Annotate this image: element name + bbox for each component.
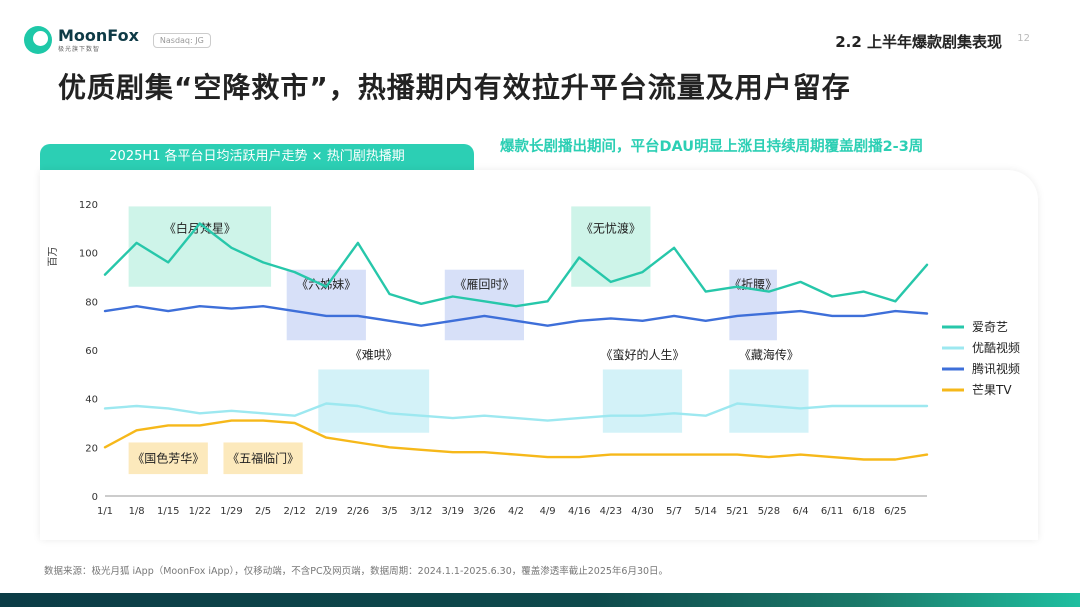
x-tick-label-9: 3/5 <box>381 506 397 517</box>
chart-note: 爆款长剧播出期间，平台DAU明显上涨且持续周期覆盖剧播2-3周 <box>500 139 924 155</box>
x-tick-label-16: 4/23 <box>600 506 622 517</box>
series-line-2 <box>103 304 929 327</box>
y-tick-label-0: 0 <box>92 492 98 503</box>
y-axis-label: 百万 <box>47 247 59 267</box>
x-tick-label-6: 2/12 <box>283 506 305 517</box>
x-tick-label-22: 6/4 <box>792 506 808 517</box>
page-number: 12 <box>1017 33 1030 44</box>
legend-label-2: 腾讯视频 <box>972 361 1020 376</box>
section-title: 2.2 上半年爆款剧集表现 <box>835 33 1002 51</box>
legend-label-0: 爱奇艺 <box>972 320 1008 334</box>
x-tick-label-4: 1/29 <box>220 506 242 517</box>
x-tick-label-25: 6/25 <box>884 506 906 517</box>
drama-label-9: 《五福临门》 <box>227 450 299 465</box>
x-tick-label-12: 3/26 <box>473 506 495 517</box>
x-tick-label-18: 5/7 <box>666 506 682 517</box>
x-tick-label-14: 4/9 <box>540 506 556 517</box>
drama-period-box-7 <box>729 369 809 433</box>
x-tick-label-2: 1/15 <box>157 506 179 517</box>
data-source-note: 数据来源：极光月狐 iApp（MoonFox iApp），仅移动端，不含PC及网… <box>44 566 669 577</box>
x-tick-label-20: 5/21 <box>726 506 748 517</box>
x-tick-label-11: 3/19 <box>442 506 464 517</box>
chart-title-tab: 2025H1 各平台日均活跃用户走势 × 热门剧热播期 <box>40 144 474 170</box>
series-line-3 <box>103 419 929 461</box>
drama-label-5: 《难哄》 <box>350 348 398 362</box>
series-line-1 <box>103 402 929 422</box>
drama-label-2: 《雁回时》 <box>454 277 514 291</box>
y-tick-label-6: 120 <box>79 200 98 211</box>
drama-label-6: 《蛮好的人生》 <box>600 347 684 362</box>
drama-label-0: 《白月梵星》 <box>164 220 236 235</box>
drama-period-box-9 <box>223 442 303 475</box>
y-tick-label-5: 100 <box>79 249 98 260</box>
drama-label-3: 《无忧渡》 <box>581 220 641 235</box>
moonfox-logo-icon <box>24 26 52 54</box>
x-tick-label-17: 4/30 <box>631 506 653 517</box>
drama-period-box-6 <box>602 369 683 433</box>
drama-period-box-0 <box>128 206 272 287</box>
x-tick-label-21: 5/28 <box>758 506 780 517</box>
y-tick-label-4: 80 <box>85 297 98 308</box>
y-tick-label-2: 40 <box>85 395 98 406</box>
legend-label-1: 优酷视频 <box>972 340 1020 355</box>
x-tick-label-23: 6/11 <box>821 506 843 517</box>
x-tick-label-19: 5/14 <box>694 506 716 517</box>
nasdaq-badge: Nasdaq: JG <box>152 32 211 48</box>
x-tick-label-0: 1/1 <box>97 506 113 517</box>
legend-label-3: 芒果TV <box>972 382 1012 397</box>
series-line-0 <box>103 222 929 308</box>
drama-period-box-1 <box>286 269 366 341</box>
y-tick-label-3: 60 <box>85 346 98 357</box>
drama-label-1: 《六姊妹》 <box>296 277 356 291</box>
page-title: 优质剧集“空降救市”，热播期内有效拉升平台流量及用户留存 <box>58 71 851 104</box>
dau-line-chart: 《白月梵星》《六姊妹》 《雁回时》《无忧渡》《折腰》《难哄》 《蛮好的人生》 《藏海传… <box>47 200 1020 517</box>
drama-period-box-3 <box>571 206 651 287</box>
x-tick-label-15: 4/16 <box>568 506 590 517</box>
x-tick-label-5: 2/5 <box>255 506 271 517</box>
drama-period-box-4 <box>729 269 777 341</box>
bottom-bar <box>0 593 1080 607</box>
x-tick-label-24: 6/18 <box>853 506 875 517</box>
x-tick-label-3: 1/22 <box>189 506 211 517</box>
x-tick-label-8: 2/26 <box>347 506 369 517</box>
x-tick-label-10: 3/12 <box>410 506 432 517</box>
x-tick-label-7: 2/19 <box>315 506 337 517</box>
logo-slogan: 极光旗下数智 <box>58 45 101 53</box>
logo-name: MoonFox <box>58 25 139 45</box>
y-tick-label-1: 20 <box>85 443 98 454</box>
drama-period-box-8 <box>128 442 208 475</box>
x-tick-label-1: 1/8 <box>129 506 145 517</box>
drama-label-8: 《国色芳华》 <box>132 451 204 465</box>
drama-period-box-5 <box>318 369 430 433</box>
x-tick-label-13: 4/2 <box>508 506 524 517</box>
drama-label-7: 《藏海传》 <box>739 347 799 362</box>
moonfox-logo: MoonFox 极光旗下数智 Nasdaq: JG <box>24 22 211 58</box>
